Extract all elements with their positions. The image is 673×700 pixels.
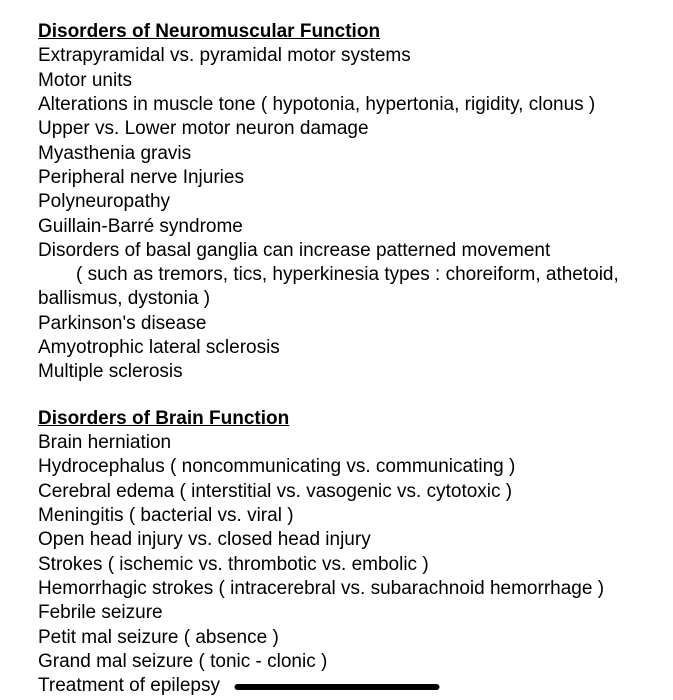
body-line: Brain herniation (38, 431, 645, 455)
body-line: Strokes ( ischemic vs. thrombotic vs. em… (38, 553, 645, 577)
body-line: Motor units (38, 69, 645, 93)
body-line: Multiple sclerosis (38, 360, 645, 384)
body-line: Extrapyramidal vs. pyramidal motor syste… (38, 44, 645, 68)
document-content: Disorders of Neuromuscular Function Extr… (38, 20, 645, 698)
body-line: Parkinson's disease (38, 312, 645, 336)
body-line-indent: ( such as tremors, tics, hyperkinesia ty… (38, 263, 645, 287)
section-1-heading: Disorders of Neuromuscular Function (38, 20, 645, 44)
body-line: Hemorrhagic strokes ( intracerebral vs. … (38, 577, 645, 601)
body-line: ballismus, dystonia ) (38, 287, 645, 311)
body-line: Febrile seizure (38, 601, 645, 625)
body-line: Alterations in muscle tone ( hypotonia, … (38, 93, 645, 117)
body-line: Guillain-Barré syndrome (38, 215, 645, 239)
body-line: Peripheral nerve Injuries (38, 166, 645, 190)
section-2-heading: Disorders of Brain Function (38, 407, 645, 431)
body-line: Cerebral edema ( interstitial vs. vasoge… (38, 480, 645, 504)
body-line: Meningitis ( bacterial vs. viral ) (38, 504, 645, 528)
body-line: Hydrocephalus ( noncommunicating vs. com… (38, 455, 645, 479)
home-indicator-icon (234, 684, 439, 690)
body-line: Upper vs. Lower motor neuron damage (38, 117, 645, 141)
body-line: Disorders of basal ganglia can increase … (38, 239, 645, 263)
body-line: Open head injury vs. closed head injury (38, 528, 645, 552)
body-line: Polyneuropathy (38, 190, 645, 214)
body-line: Amyotrophic lateral sclerosis (38, 336, 645, 360)
section-gap (38, 385, 645, 407)
body-line: Petit mal seizure ( absence ) (38, 626, 645, 650)
body-line: Myasthenia gravis (38, 142, 645, 166)
body-line: Grand mal seizure ( tonic - clonic ) (38, 650, 645, 674)
